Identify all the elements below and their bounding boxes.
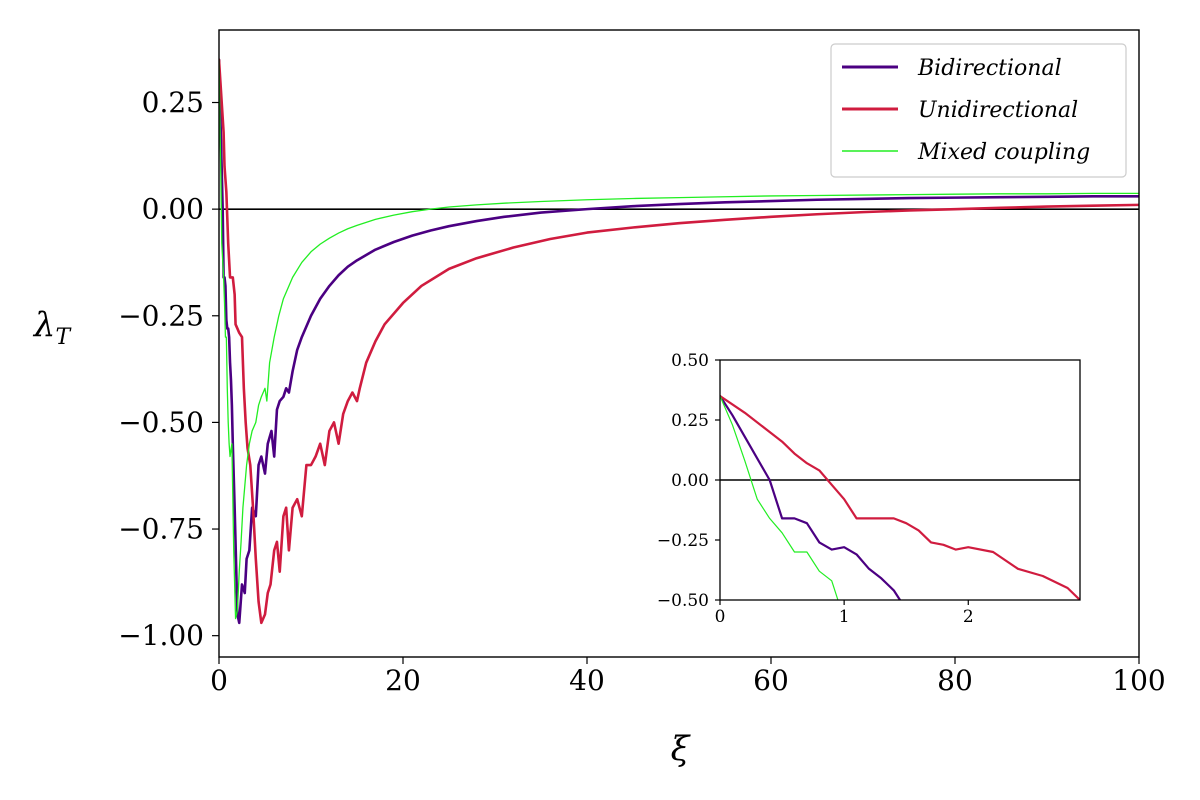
inset-y-tick-label: −0.50 — [657, 591, 709, 611]
inset-y-tick-label: 0.00 — [671, 471, 709, 491]
main-y-tick-label: −0.25 — [118, 299, 204, 332]
main-plot-frame — [218, 29, 1140, 658]
main-x-tick-label: 60 — [753, 664, 789, 697]
y-axis-title-symbol: λ — [32, 305, 56, 345]
main-series-line-bidirectional — [219, 58, 1139, 625]
inset-series-line-mixed-coupling — [720, 395, 839, 600]
main-y-tick-label: −0.75 — [118, 513, 204, 546]
y-axis-title: λT — [32, 305, 73, 350]
main-y-tick-label: 0.00 — [142, 193, 204, 226]
inset-series-line-unidirectional — [720, 394, 1080, 600]
inset-y-tick-label: 0.25 — [671, 411, 709, 431]
main-x-tick-label: 80 — [937, 664, 973, 697]
main-plot-lines — [219, 58, 1139, 625]
inset-plot-lines — [720, 394, 1080, 600]
main-x-tick-label: 0 — [210, 664, 228, 697]
inset-axis-ticks: 0 1 2 0.50 0.25 0.00 −0.25 −0.50 — [657, 351, 974, 627]
inset-y-tick-label: 0.50 — [671, 351, 709, 371]
inset-x-tick-label: 0 — [715, 607, 726, 627]
x-axis-title: ξ — [671, 729, 692, 769]
inset-y-tick-label: −0.25 — [657, 531, 709, 551]
legend-label-bidirectional: Bidirectional — [917, 56, 1062, 81]
legend-label-mixed-coupling: Mixed coupling — [917, 140, 1090, 165]
legend: Bidirectional Unidirectional Mixed coupl… — [830, 43, 1127, 178]
legend-box — [830, 43, 1127, 178]
main-y-tick-label: 0.25 — [142, 86, 204, 119]
inset-series-line-bidirectional — [720, 394, 902, 600]
main-series-line-unidirectional — [219, 58, 1139, 625]
main-series-line-mixed-coupling — [219, 59, 1139, 620]
legend-label-unidirectional: Unidirectional — [918, 98, 1078, 123]
inset-x-tick-label: 1 — [839, 607, 850, 627]
y-axis-title-subscript: T — [55, 325, 72, 350]
main-y-tick-label: −0.50 — [118, 406, 204, 439]
main-x-tick-label: 40 — [569, 664, 605, 697]
main-x-tick-label: 20 — [385, 664, 421, 697]
main-y-tick-label: −1.00 — [118, 619, 204, 652]
inset-x-tick-label: 2 — [963, 607, 974, 627]
main-x-tick-label: 100 — [1112, 664, 1165, 697]
